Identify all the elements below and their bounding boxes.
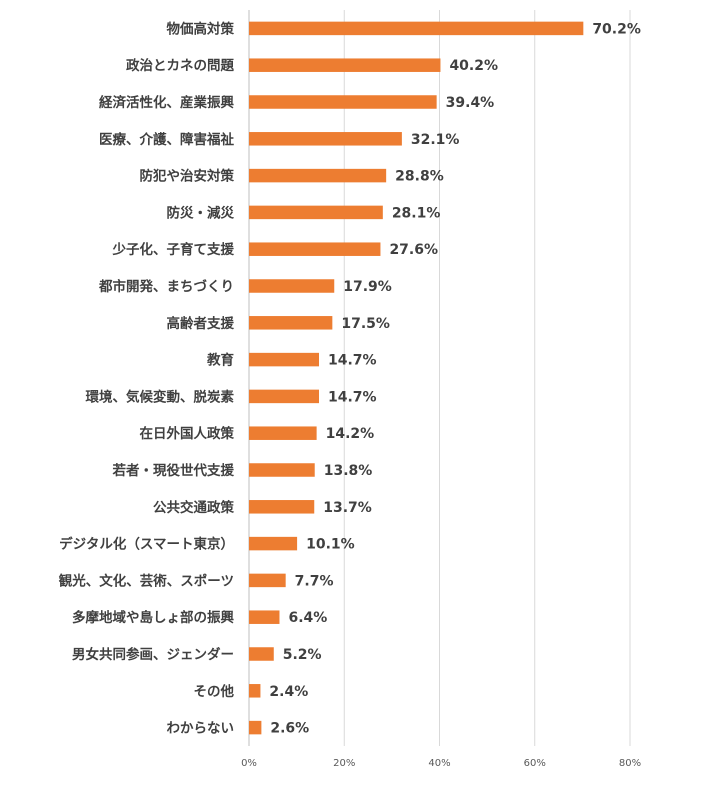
category-label: 物価高対策 xyxy=(167,20,235,37)
category-label: 経済活性化、産業振興 xyxy=(99,94,234,111)
bar xyxy=(249,352,320,367)
value-label: 14.7% xyxy=(328,353,377,369)
bar xyxy=(249,316,333,330)
bar xyxy=(249,573,286,588)
value-labels: 70.2% 40.2% 39.4% 32.1% 28.8% 28.1% 27.6% 17.9%… xyxy=(269,21,640,736)
value-label: 27.6% xyxy=(389,242,438,258)
bar xyxy=(249,95,437,109)
bar xyxy=(249,205,383,220)
bar xyxy=(249,720,262,735)
category-label: 観光、文化、芸術、スポーツ xyxy=(59,572,234,589)
category-label: 都市開発、まちづくり xyxy=(98,278,234,295)
bar xyxy=(249,647,274,661)
category-label: その他 xyxy=(194,683,235,700)
category-label: 防災・減災 xyxy=(167,204,235,221)
bar xyxy=(249,279,335,293)
bar xyxy=(249,463,315,477)
bar xyxy=(249,132,402,146)
gridlines xyxy=(248,10,631,746)
x-tick-label: 60% xyxy=(524,758,546,769)
category-label: 少子化、子育て支援 xyxy=(112,241,235,258)
value-label: 32.1% xyxy=(411,132,460,148)
value-label: 13.7% xyxy=(323,500,372,516)
category-label: わからない xyxy=(167,721,235,737)
x-tick-label: 80% xyxy=(619,758,641,769)
value-label: 17.9% xyxy=(343,279,392,295)
x-tick-label: 40% xyxy=(428,758,450,769)
category-label: 公共交通政策 xyxy=(153,499,234,516)
value-label: 70.2% xyxy=(592,21,641,37)
category-label: 環境、気候変動、脱炭素 xyxy=(86,388,235,405)
value-label: 6.4% xyxy=(288,610,327,626)
bar xyxy=(249,684,261,698)
bar xyxy=(249,389,320,404)
category-label: 男女共同参画、ジェンダー xyxy=(72,646,234,663)
category-labels: 物価高対策政治とカネの問題経済活性化、産業振興医療、介護、障害福祉防犯や治安対策… xyxy=(59,20,235,736)
category-label: 教育 xyxy=(207,352,234,369)
value-label: 17.5% xyxy=(341,316,390,332)
category-label: 多摩地域や島しょ部の振興 xyxy=(72,609,234,626)
bar xyxy=(249,168,387,183)
value-label: 13.8% xyxy=(324,463,373,479)
x-tick-label: 20% xyxy=(333,758,355,769)
bar xyxy=(249,536,298,551)
bar xyxy=(249,58,441,72)
value-label: 2.6% xyxy=(270,721,309,737)
category-label: 医療、介護、障害福祉 xyxy=(99,131,234,148)
value-label: 5.2% xyxy=(283,647,322,663)
category-label: デジタル化（スマート東京） xyxy=(59,536,234,553)
value-label: 7.7% xyxy=(295,573,334,589)
value-label: 39.4% xyxy=(446,95,495,111)
bar xyxy=(249,610,280,624)
category-label: 政治とカネの問題 xyxy=(126,57,234,74)
bar xyxy=(249,21,584,36)
value-label: 2.4% xyxy=(269,684,308,700)
bars xyxy=(249,21,584,735)
value-label: 10.1% xyxy=(306,537,355,553)
value-label: 14.2% xyxy=(326,426,375,442)
category-label: 防犯や治安対策 xyxy=(140,168,235,185)
bar xyxy=(249,500,315,514)
category-label: 若者・現役世代支援 xyxy=(112,462,235,479)
x-axis-tick-labels: 0% 20% 40% 60% 80% xyxy=(241,758,641,769)
bar xyxy=(249,242,381,256)
value-label: 28.8% xyxy=(395,169,444,185)
value-label: 14.7% xyxy=(328,389,377,405)
value-label: 40.2% xyxy=(449,58,498,74)
bar xyxy=(249,426,317,440)
category-label: 在日外国人政策 xyxy=(140,425,235,442)
category-label: 高齢者支援 xyxy=(167,315,235,332)
x-tick-label: 0% xyxy=(241,758,257,769)
value-label: 28.1% xyxy=(392,205,441,221)
